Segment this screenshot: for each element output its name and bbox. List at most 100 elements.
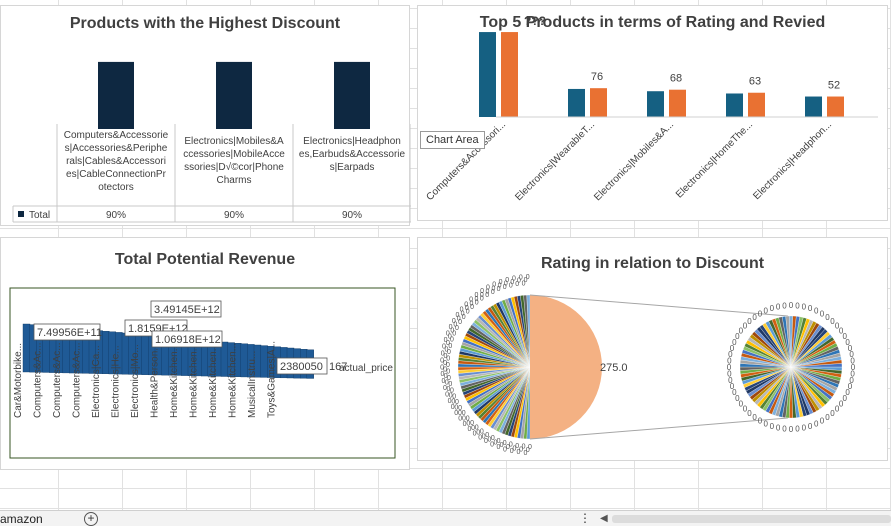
ring-mark: 0 (446, 340, 450, 347)
category-label: rals|Cables&Accessori (66, 156, 166, 167)
ring-mark: 0 (446, 356, 450, 363)
bar (805, 96, 822, 117)
ring-mark: 0 (453, 321, 457, 328)
ring-mark: 0 (466, 309, 470, 316)
ring-mark: 0 (517, 278, 521, 285)
ring-mark: 0 (515, 281, 519, 288)
sheet-tab-amazon[interactable]: amazon (0, 512, 43, 526)
value-label: 90% (342, 210, 362, 221)
value-label: 63 (749, 76, 761, 88)
ring-mark: 0 (517, 449, 521, 456)
more-options-icon[interactable]: ⋮ (579, 511, 591, 525)
ring-mark: 0 (457, 316, 461, 323)
ring-mark: 0 (509, 442, 513, 449)
ring-mark: 0 (469, 297, 473, 304)
ring-mark: 0 (851, 363, 856, 372)
ring-mark: 0 (842, 394, 847, 403)
ring-mark: 0 (441, 351, 445, 358)
ring-mark: 0 (458, 416, 462, 423)
ring-mark: 0 (440, 364, 444, 371)
ring-mark: 0 (486, 285, 490, 292)
category-label: Charms (216, 175, 251, 186)
chart-title: Products with the Highest Discount (69, 15, 341, 32)
bar (748, 92, 765, 117)
ring-mark: 0 (497, 286, 501, 293)
ring-mark: 0 (835, 404, 840, 413)
add-sheet-button[interactable]: + (84, 512, 98, 526)
ring-mark: 0 (814, 420, 819, 429)
bar (216, 61, 252, 129)
ring-mark: 0 (839, 399, 844, 408)
chart-total-potential-revenue[interactable]: Total Potential Revenue Car&Motorbike...… (0, 237, 410, 470)
chart-rating-discount[interactable]: Rating in relation to Discount 275.0 0 0 0 0… (417, 237, 888, 461)
bar (22, 323, 31, 373)
ring-mark: 0 (528, 444, 532, 451)
ring-mark: 0 (848, 382, 853, 391)
ring-mark: 0 (443, 366, 447, 373)
category-label: Toys&Games|A... (267, 341, 278, 418)
category-label: otectors (98, 182, 134, 193)
ring-mark: 0 (462, 415, 466, 422)
ring-mark: 0 (730, 344, 735, 353)
ring-mark: 0 (452, 331, 456, 338)
slice-label: 275.0 (600, 362, 628, 374)
sub-pie-slice (790, 363, 843, 368)
ring-mark: 0 (795, 425, 800, 434)
ring-mark: 0 (849, 350, 854, 359)
ring-mark: 0 (485, 432, 489, 439)
ring-mark: 0 (504, 281, 508, 288)
ring-mark: 0 (747, 317, 752, 326)
horizontal-scrollbar[interactable] (612, 515, 891, 523)
chart-highest-discount[interactable]: Products with the Highest Discount Compu… (0, 5, 411, 226)
bar (334, 61, 370, 129)
ring-mark: 0 (480, 296, 484, 303)
category-label: Electronics|Headphon... (751, 119, 834, 202)
ring-mark: 0 (446, 362, 450, 369)
ring-mark: 0 (825, 413, 830, 422)
ring-mark: 0 (454, 405, 458, 412)
ring-mark: 0 (445, 391, 449, 398)
ring-mark: 0 (519, 274, 523, 281)
ring-mark: 0 (461, 310, 465, 317)
ring-mark: 0 (499, 279, 503, 286)
ring-mark: 0 (512, 275, 516, 282)
category-label: MusicalInstru... (247, 351, 258, 418)
ring-mark: 0 (491, 289, 495, 296)
bar (98, 61, 134, 129)
data-label: 1.06918E+12 (155, 334, 221, 346)
ring-mark: 0 (839, 327, 844, 336)
category-label: Computers&Ac... (72, 342, 83, 418)
bar (647, 91, 664, 117)
chart-area-tooltip: Chart Area (420, 131, 485, 149)
ring-mark: 0 (463, 421, 467, 428)
ring-mark: 0 (448, 381, 452, 388)
ring-mark: 0 (802, 302, 807, 311)
legend-label: Total (29, 210, 50, 221)
ring-mark: 0 (526, 274, 530, 281)
ring-mark: 0 (486, 288, 490, 295)
ring-mark: 0 (732, 388, 737, 397)
ring-mark: 0 (491, 285, 495, 292)
ring-mark: 0 (492, 282, 496, 289)
ring-mark: 0 (462, 410, 466, 417)
chart-title: Top 5 Products in terms of Rating and Re… (479, 14, 826, 31)
category-label: Electronics|Mobiles&A (184, 136, 284, 147)
category-label: es,Earbuds&Accessorie (299, 149, 406, 160)
scroll-left-icon[interactable]: ◀ (600, 513, 608, 524)
ring-mark: 0 (802, 424, 807, 433)
chart-top5-rating[interactable]: Top 5 Products in terms of Rating and Re… (417, 5, 888, 221)
data-label-box (276, 357, 328, 375)
ring-mark: 0 (764, 420, 769, 429)
ring-mark: 0 (743, 322, 748, 331)
value-label: 52 (828, 80, 840, 92)
bar (568, 88, 585, 117)
ring-mark: 0 (513, 446, 517, 453)
ring-mark: 0 (808, 304, 813, 313)
ring-mark: 0 (510, 279, 514, 286)
ring-mark: 0 (451, 399, 455, 406)
category-label: ccessories|MobileAcce (183, 149, 285, 160)
ring-mark: 0 (454, 410, 458, 417)
ring-mark: 0 (503, 284, 507, 291)
connector-line (529, 417, 789, 440)
legend-swatch (18, 211, 24, 217)
